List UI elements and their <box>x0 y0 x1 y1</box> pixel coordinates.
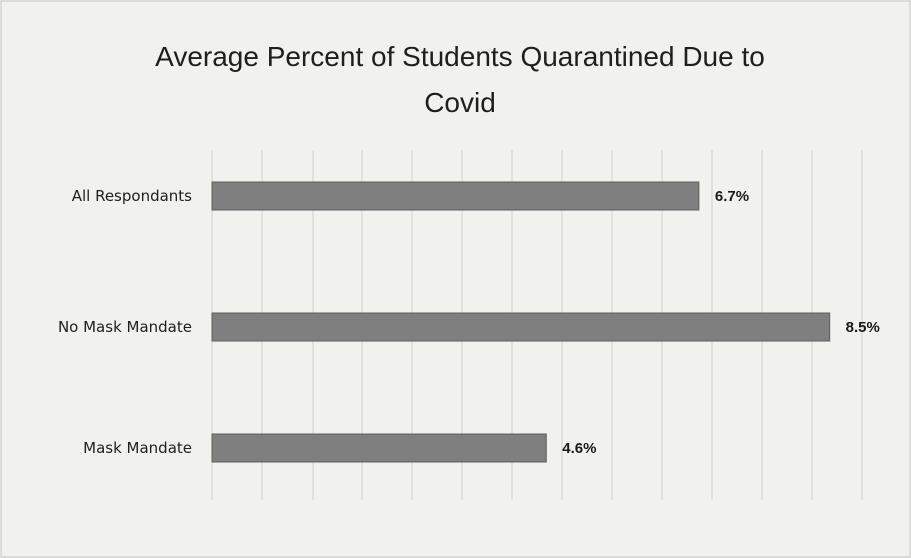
category-label: Mask Mandate <box>83 439 192 457</box>
category-label: No Mask Mandate <box>58 318 192 336</box>
data-label: 8.5% <box>846 319 880 336</box>
data-label: 4.6% <box>562 440 596 457</box>
bar-mask-mandate <box>211 433 547 463</box>
labels: All Respondants 6.7% No Mask Mandate 8.5% Ma… <box>58 187 880 457</box>
bar-no-mask-mandate <box>211 312 831 342</box>
bar-all-respondants <box>211 181 700 211</box>
bars <box>211 181 831 463</box>
data-label: 6.7% <box>715 188 749 205</box>
chart-title-line-1: Average Percent of Students Quarantined … <box>155 41 765 72</box>
chart-title-line-2: Covid <box>424 87 496 118</box>
category-label: All Respondants <box>72 187 192 205</box>
